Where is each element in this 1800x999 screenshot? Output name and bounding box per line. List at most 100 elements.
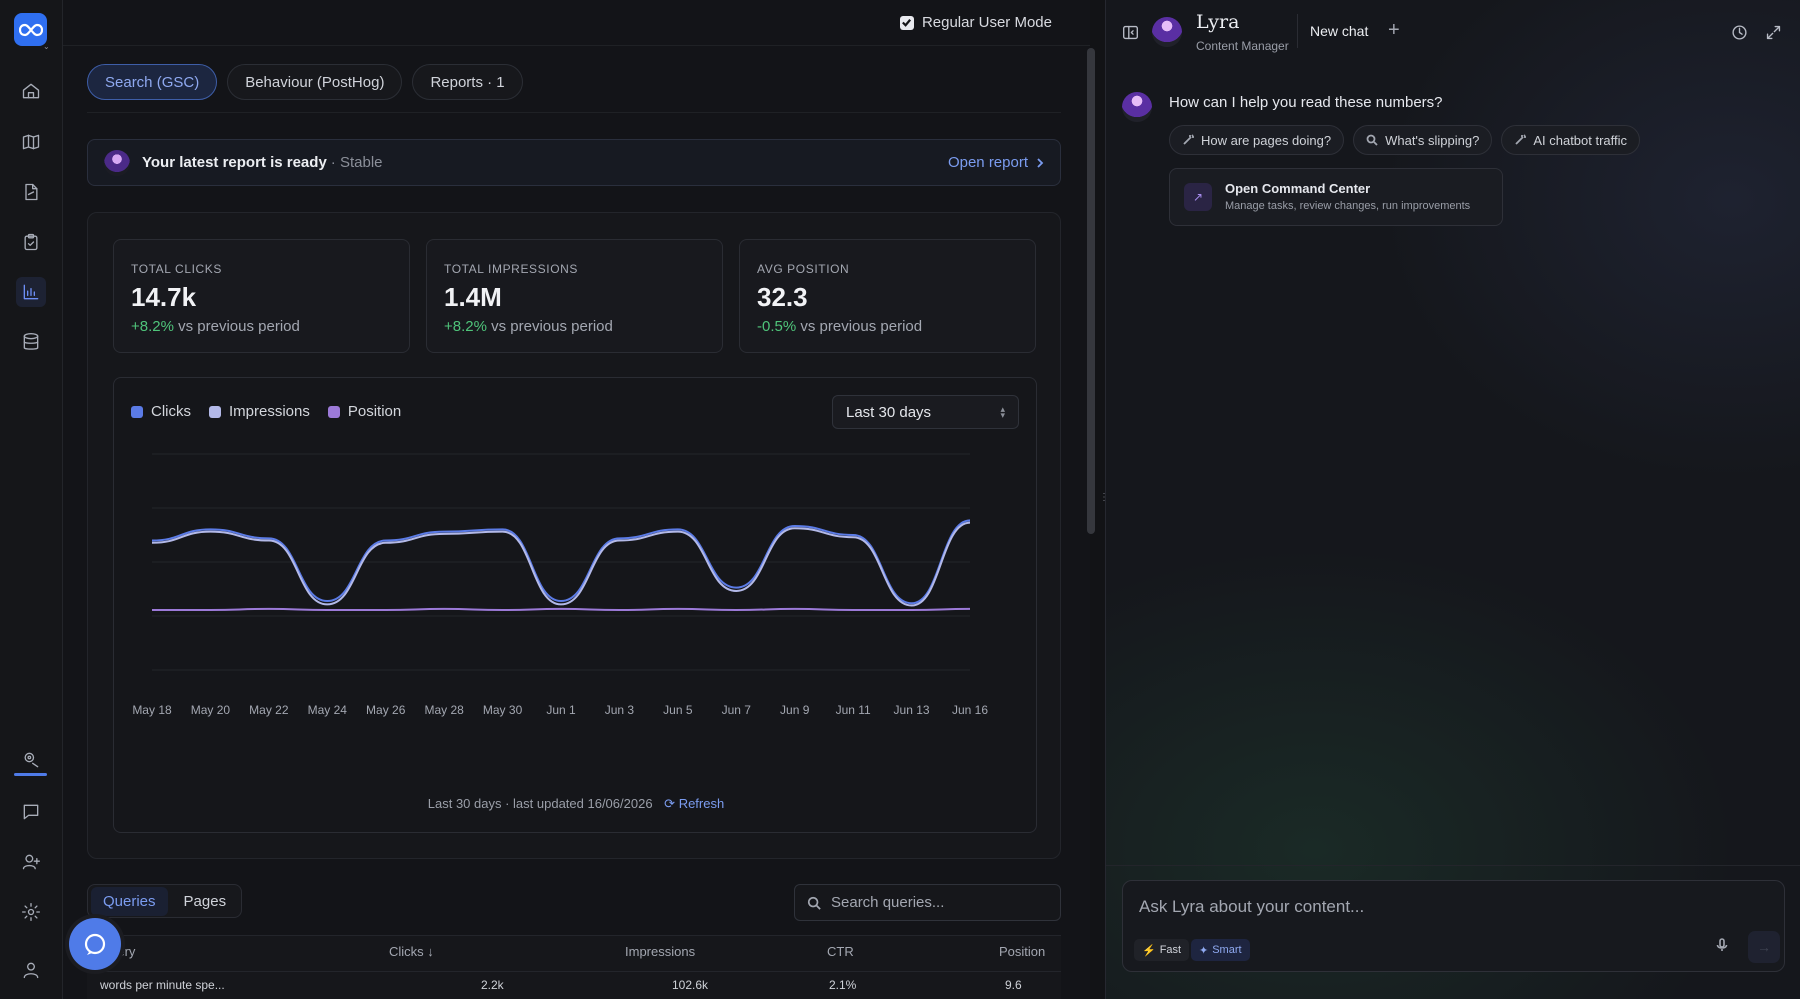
nav-invite[interactable] bbox=[16, 847, 46, 877]
microphone-button[interactable] bbox=[1714, 937, 1730, 958]
chip-whats-slipping[interactable]: What's slipping? bbox=[1353, 125, 1493, 155]
nav-map[interactable] bbox=[16, 127, 46, 157]
chart-icon bbox=[23, 284, 39, 300]
x-tick-label: Jun 9 bbox=[780, 703, 810, 717]
nav-integrations[interactable] bbox=[16, 745, 46, 775]
x-tick-label: Jun 1 bbox=[546, 703, 576, 717]
chat-composer: ⚡Fast ✦Smart → bbox=[1122, 880, 1785, 972]
date-range-select[interactable]: Last 30 days ▴ ▾ bbox=[832, 395, 1019, 429]
divider bbox=[87, 971, 1061, 972]
col-impressions[interactable]: Impressions bbox=[625, 944, 696, 959]
legend-impressions[interactable]: Impressions bbox=[209, 403, 310, 420]
clock-icon bbox=[1731, 24, 1747, 40]
search-icon bbox=[807, 896, 821, 910]
expand-button[interactable] bbox=[1762, 21, 1784, 43]
col-position[interactable]: Position bbox=[999, 944, 1046, 959]
map-icon bbox=[22, 134, 40, 150]
line-chart: May 18 May 20 May 22 May 24 May 26 May 28 May … bbox=[132, 453, 988, 717]
mode-smart-label: Smart bbox=[1212, 944, 1242, 956]
user-add-icon bbox=[22, 854, 40, 870]
new-chat-tab[interactable]: New chat bbox=[1310, 23, 1369, 39]
nav-settings[interactable] bbox=[16, 897, 46, 927]
chip-ai-chatbot-traffic[interactable]: AI chatbot traffic bbox=[1501, 125, 1641, 155]
tab-behaviour-posthog[interactable]: Behaviour (PostHog) bbox=[227, 64, 403, 100]
search-input[interactable]: Search queries... bbox=[831, 894, 945, 911]
app-logo[interactable] bbox=[14, 13, 47, 46]
chat-input[interactable] bbox=[1139, 897, 1759, 917]
tab-pages[interactable]: Pages bbox=[183, 892, 227, 910]
check-icon bbox=[902, 19, 912, 27]
x-tick-label: May 22 bbox=[249, 703, 289, 717]
legend-label: Clicks bbox=[151, 403, 191, 420]
wand-icon bbox=[1183, 134, 1194, 145]
stat-card-impressions: TOTAL IMPRESSIONS 1.4M +8.2% vs previous… bbox=[426, 239, 723, 353]
mode-fast-button[interactable]: ⚡ Fast bbox=[1134, 939, 1190, 961]
history-button[interactable] bbox=[1728, 21, 1750, 43]
col-ctr[interactable]: CTR bbox=[827, 944, 854, 959]
cell-query[interactable]: words per minute spe... bbox=[100, 978, 225, 992]
tab-search-gsc[interactable]: Search (GSC) bbox=[87, 64, 218, 100]
banner-title: Your latest report is ready bbox=[142, 154, 327, 171]
command-center-card[interactable]: ↗ Open Command Center Manage tasks, revi… bbox=[1169, 168, 1503, 226]
stat-value: 1.4M bbox=[444, 282, 502, 312]
divider bbox=[1297, 14, 1298, 48]
nav-tasks[interactable] bbox=[16, 227, 46, 257]
stat-delta: +8.2% vs previous period bbox=[131, 318, 392, 335]
chart-card: Clicks Impressions Position Last 30 days… bbox=[113, 377, 1037, 833]
refresh-label: Refresh bbox=[678, 796, 725, 811]
mode-checkbox[interactable] bbox=[899, 15, 914, 30]
last-updated: Last 30 days · last updated 16/06/2026 bbox=[427, 796, 653, 811]
chart-legend: Clicks Impressions Position bbox=[131, 403, 401, 420]
query-search[interactable]: Search queries... bbox=[794, 884, 1061, 921]
wand-icon bbox=[1515, 134, 1527, 145]
infinity-icon bbox=[18, 23, 43, 36]
chart-footer: Last 30 days · last updated 16/06/2026 ⟳… bbox=[114, 796, 1038, 812]
legend-position[interactable]: Position bbox=[327, 403, 401, 420]
chip-label: What's slipping? bbox=[1385, 132, 1480, 148]
col-clicks[interactable]: Clicks ↓ bbox=[389, 944, 434, 959]
main-pane: Regular User Mode Search (GSC) Behaviour… bbox=[63, 0, 1090, 999]
chip-label: How are pages doing? bbox=[1201, 132, 1332, 148]
search-icon bbox=[1366, 134, 1378, 146]
x-tick-label: Jun 16 bbox=[952, 703, 988, 717]
mode-smart-button[interactable]: ✦ Smart bbox=[1191, 939, 1250, 961]
nav-content[interactable] bbox=[16, 177, 46, 207]
nav-database[interactable] bbox=[16, 327, 46, 357]
nav-analytics[interactable] bbox=[16, 277, 46, 307]
toggle-sidebar-button[interactable] bbox=[1119, 21, 1141, 43]
chip-pages-doing[interactable]: How are pages doing? bbox=[1169, 125, 1345, 155]
nav-home[interactable] bbox=[16, 76, 46, 106]
refresh-button[interactable]: ⟳ Refresh bbox=[664, 796, 725, 811]
assistant-avatar bbox=[1122, 92, 1152, 122]
add-chat-button[interactable]: + bbox=[1388, 19, 1400, 41]
main-scrollbar[interactable] bbox=[1087, 48, 1095, 534]
stat-card-position: AVG POSITION 32.3 -0.5% vs previous peri… bbox=[739, 239, 1036, 353]
date-range-value: Last 30 days bbox=[846, 403, 932, 421]
home-icon bbox=[22, 83, 40, 99]
location-icon bbox=[24, 752, 39, 768]
tab-reports[interactable]: Reports · 1 bbox=[412, 64, 523, 100]
nav-active-indicator bbox=[14, 773, 47, 776]
legend-clicks[interactable]: Clicks bbox=[131, 403, 191, 420]
x-tick-label: May 20 bbox=[191, 703, 231, 717]
gear-icon bbox=[22, 903, 40, 921]
support-chat-button[interactable] bbox=[69, 918, 121, 970]
bolt-icon: ⚡ bbox=[1142, 944, 1156, 957]
send-button[interactable]: → bbox=[1748, 931, 1780, 963]
nav-messages[interactable] bbox=[16, 797, 46, 827]
message-icon bbox=[23, 804, 39, 820]
open-report-link[interactable]: Open report bbox=[948, 154, 1044, 171]
mode-fast-label: Fast bbox=[1159, 944, 1182, 956]
x-tick-label: Jun 11 bbox=[836, 703, 871, 717]
nav-profile[interactable] bbox=[16, 955, 46, 985]
cell-clicks: 2.2k bbox=[481, 978, 504, 992]
chevron-down-icon[interactable]: ⌄ bbox=[43, 42, 50, 51]
x-tick-label: Jun 7 bbox=[722, 703, 752, 717]
cell-impressions: 102.6k bbox=[672, 978, 709, 992]
microphone-icon bbox=[1716, 938, 1728, 951]
assistant-avatar bbox=[1152, 17, 1182, 47]
assistant-role: Content Manager bbox=[1196, 39, 1289, 53]
user-mode-toggle[interactable]: Regular User Mode bbox=[899, 14, 1052, 31]
stat-label: TOTAL CLICKS bbox=[131, 262, 223, 276]
tab-queries[interactable]: Queries bbox=[91, 886, 168, 916]
